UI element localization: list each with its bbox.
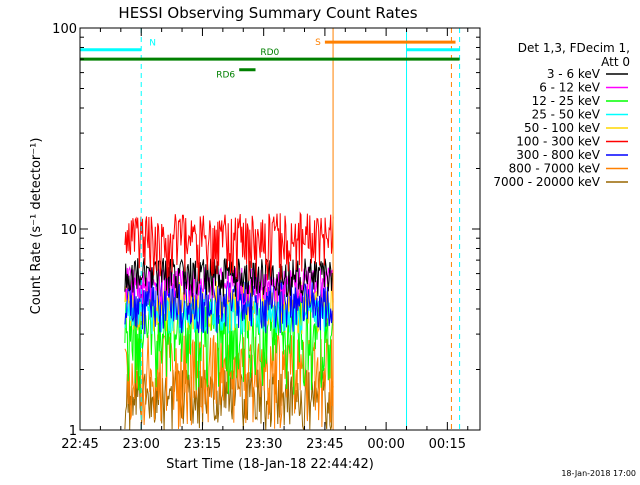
legend-label-4: 50 - 100 keV — [524, 121, 601, 135]
legend-label-2: 12 - 25 keV — [532, 94, 601, 108]
x-tick-label-0: 22:45 — [61, 437, 98, 452]
chart-title: HESSI Observing Summary Count Rates — [118, 4, 417, 22]
y-tick-label-0: 1 — [69, 424, 77, 439]
legend-label-7: 800 - 7000 keV — [509, 162, 601, 176]
legend-header-line-2: Att 0 — [601, 55, 630, 69]
x-tick-label-5: 00:00 — [367, 437, 404, 452]
x-tick-label-1: 23:00 — [122, 437, 159, 452]
flag-label-4: RD6 — [216, 71, 235, 81]
x-tick-label-2: 23:15 — [184, 437, 221, 452]
y-tick-label-2: 100 — [52, 22, 77, 37]
plot-body: N S RD0 RD6 22:45 23:00 23:15 23:30 23:45 00:00 00… — [52, 22, 481, 452]
x-axis-label: Start Time (18-Jan-18 22:44:42) — [166, 457, 374, 472]
legend-label-1: 6 - 12 keV — [539, 81, 601, 95]
x-tick-label-6: 00:15 — [429, 437, 466, 452]
y-axis-label: Count Rate (s⁻¹ detector⁻¹) — [29, 138, 44, 315]
series-line-5 — [124, 211, 334, 282]
legend-label-0: 3 - 6 keV — [547, 67, 601, 81]
legend-label-3: 25 - 50 keV — [532, 108, 601, 122]
legend-label-8: 7000 - 20000 keV — [493, 175, 600, 189]
legend-header-line-1: Det 1,3, FDecim 1, — [518, 41, 630, 55]
legend-label-5: 100 - 300 keV — [516, 135, 600, 149]
x-tick-label-3: 23:30 — [245, 437, 282, 452]
y-tick-label-1: 10 — [60, 223, 77, 238]
series-line-6 — [124, 279, 334, 335]
flag-label-0: N — [149, 39, 156, 49]
footer-date: 18-Jan-2018 17:00 — [561, 469, 636, 478]
x-tick-label-4: 23:45 — [306, 437, 343, 452]
legend-label-6: 300 - 800 keV — [516, 148, 600, 162]
flag-label-2: S — [315, 38, 321, 48]
flag-label-3: RD0 — [260, 48, 279, 58]
series-line-1 — [124, 265, 334, 305]
series-line-2 — [124, 298, 334, 395]
